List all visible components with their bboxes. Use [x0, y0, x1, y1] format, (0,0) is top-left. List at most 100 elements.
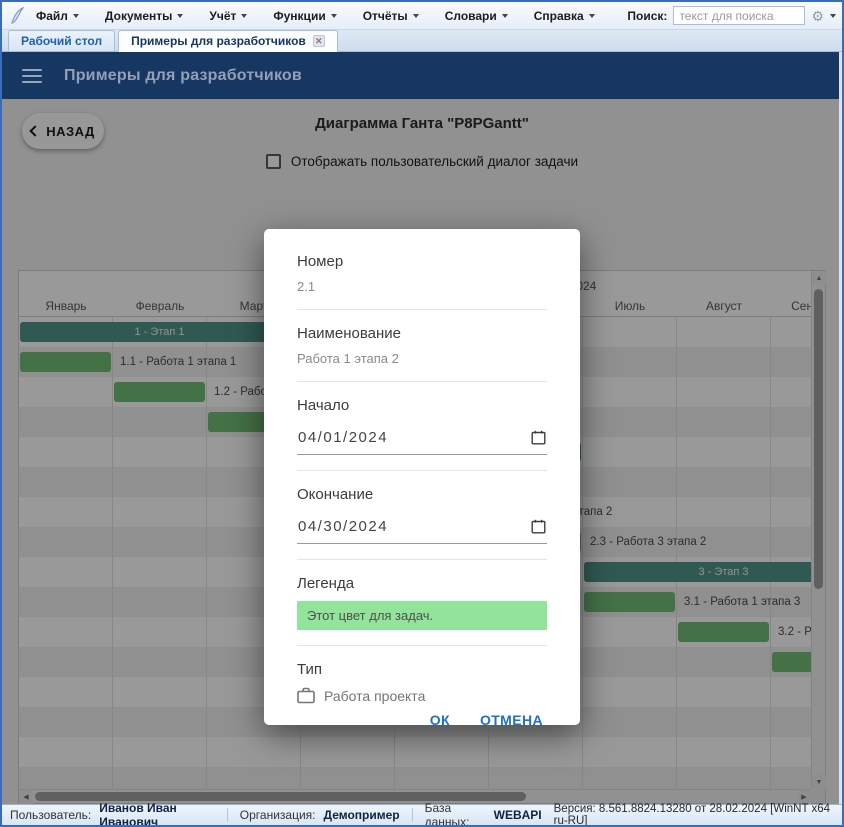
menu-caret-icon — [241, 13, 248, 18]
gantt-vertical-scrollbar[interactable]: ▲ ▼ — [811, 271, 826, 789]
status-user-value: Иванов Иван Иванович — [99, 801, 177, 827]
menu-item-help[interactable]: Справка — [534, 9, 595, 23]
app-header-title: Примеры для разработчиков — [64, 66, 302, 84]
gear-icon[interactable]: ⚙ — [811, 7, 824, 24]
task-dialog: Номер 2.1 Наименование Работа 1 этапа 2 … — [264, 229, 580, 728]
gantt-bar-label: 1.1 - Работа 1 этапа 1 — [120, 356, 237, 368]
tab-bar: Рабочий стол Примеры для разработчиков ✕ — [2, 30, 842, 52]
gantt-month-label: Март — [239, 298, 269, 313]
scroll-right-icon[interactable]: ▶ — [797, 790, 811, 804]
gantt-month-label: Февраль — [135, 298, 185, 313]
gear-dropdown-caret-icon[interactable] — [830, 13, 836, 18]
menu-caret-icon — [588, 13, 595, 18]
gantt-bar-label: 3.1 - Работа 1 этапа 3 — [684, 596, 801, 608]
back-button[interactable]: НАЗАД — [22, 113, 104, 149]
page-content: НАЗАД Диаграмма Ганта "P8PGantt" Отображ… — [2, 99, 842, 804]
task-type-value: Работа проекта — [324, 687, 426, 704]
scrollbar-corner — [811, 789, 825, 803]
tab-dev-examples[interactable]: Примеры для разработчиков ✕ — [118, 30, 338, 52]
ok-button[interactable]: ОК — [429, 712, 450, 728]
task-type-row: Работа проекта — [297, 687, 547, 704]
field-label-legend: Легенда — [297, 575, 355, 592]
gantt-bar-stage[interactable]: 3 - Этап 3 — [584, 562, 811, 582]
gantt-month-label: Январь — [45, 298, 87, 313]
menu-bar: Файл Документы Учёт Функции Отчёты Словари Спр… — [2, 2, 842, 30]
field-label-end: Окончание — [297, 486, 374, 503]
dialog-buttons: ОК ОТМЕНА — [297, 704, 547, 738]
menu-caret-icon — [72, 13, 79, 18]
gantt-bar-stage[interactable]: 1 - Этап 1 — [20, 322, 299, 342]
calendar-icon[interactable] — [531, 519, 546, 534]
custom-dialog-checkbox[interactable] — [265, 154, 281, 169]
web-area: Примеры для разработчиков НАЗАД Диаграмм… — [2, 52, 842, 804]
tab-desktop[interactable]: Рабочий стол — [8, 30, 116, 51]
status-org-value: Демопример — [323, 808, 400, 822]
menu-item-dictionaries[interactable]: Словари — [445, 9, 508, 23]
field-label-start: Начало — [297, 397, 350, 414]
scroll-up-icon[interactable]: ▲ — [812, 271, 826, 285]
status-db-label: База данных: — [424, 801, 470, 827]
search-area: Поиск: ⚙ — [627, 6, 842, 25]
back-button-label: НАЗАД — [46, 123, 95, 139]
gantt-bar-label: 3.2 - Работа 2 этапа 3 — [778, 626, 811, 638]
app-header: Примеры для разработчиков — [2, 52, 842, 99]
vertical-scroll-thumb[interactable] — [814, 289, 823, 589]
field-label-number: Номер — [297, 253, 344, 270]
search-input[interactable] — [673, 6, 806, 25]
hamburger-menu-icon[interactable] — [22, 68, 42, 83]
field-value-number: 2.1 — [297, 279, 316, 294]
scroll-left-icon[interactable]: ◀ — [19, 790, 33, 804]
gantt-month-label: Июль — [614, 298, 646, 313]
horizontal-scroll-thumb[interactable] — [35, 792, 527, 801]
field-label-name: Наименование — [297, 325, 401, 342]
menu-item-accounting[interactable]: Учёт — [209, 9, 248, 23]
gantt-month-label: Август — [705, 298, 743, 313]
field-value-name: Работа 1 этапа 2 — [297, 351, 399, 366]
gantt-month-label: Сентябрь — [791, 298, 811, 313]
menu-item-documents[interactable]: Документы — [105, 9, 184, 23]
scroll-down-icon[interactable]: ▼ — [812, 775, 826, 789]
page-title: Диаграмма Ганта "P8PGantt" — [315, 115, 529, 132]
calendar-icon[interactable] — [531, 430, 546, 445]
menu-item-file[interactable]: Файл — [36, 9, 79, 23]
custom-dialog-checkbox-label: Отображать пользовательский диалог задач… — [290, 154, 579, 169]
menu-caret-icon — [501, 13, 508, 18]
status-user: Пользователь: Иванов Иван Иванович — [2, 801, 228, 825]
gantt-bar-task[interactable] — [678, 622, 769, 642]
status-db: База данных: WEBAPI — [413, 801, 554, 825]
app-logo-icon — [11, 6, 24, 24]
status-user-label: Пользователь: — [10, 808, 92, 822]
tab-label: Примеры для разработчиков — [131, 34, 306, 48]
menu-caret-icon — [177, 13, 184, 18]
status-org-label: Организация: — [239, 808, 316, 822]
tab-label: Рабочий стол — [21, 34, 103, 48]
cancel-button[interactable]: ОТМЕНА — [479, 712, 543, 728]
window-edge — [839, 52, 842, 804]
end-date-input[interactable]: 04/30/2024 — [297, 512, 547, 544]
end-date-value: 04/30/2024 — [298, 518, 389, 535]
start-date-value: 04/01/2024 — [298, 429, 389, 446]
legend-swatch: Этот цвет для задач. — [297, 601, 547, 630]
tab-close-icon[interactable]: ✕ — [312, 35, 325, 47]
gantt-bar-task[interactable] — [584, 592, 675, 612]
search-label: Поиск: — [627, 8, 668, 23]
menu-item-reports[interactable]: Отчёты — [363, 9, 419, 23]
status-version: Версия: 8.561.8824.13280 от 28.02.2024 [… — [553, 803, 831, 827]
gantt-bar-task[interactable] — [114, 382, 205, 402]
status-db-value: WEBAPI — [493, 808, 542, 822]
field-label-type: Тип — [297, 661, 323, 678]
custom-dialog-checkbox-row: Отображать пользовательский диалог задач… — [2, 154, 842, 169]
start-date-input[interactable]: 04/01/2024 — [297, 423, 547, 455]
status-bar: Пользователь: Иванов Иван Иванович Орган… — [2, 801, 842, 827]
gantt-horizontal-scrollbar[interactable]: ◀ ▶ — [19, 789, 811, 804]
gantt-bar-task[interactable] — [772, 652, 811, 672]
gantt-bar-task[interactable] — [20, 352, 111, 372]
menu-item-functions[interactable]: Функции — [273, 9, 337, 23]
briefcase-icon — [297, 687, 315, 704]
menu-items: Файл Документы Учёт Функции Отчёты Словари Спр… — [36, 9, 595, 23]
menu-caret-icon — [412, 13, 419, 18]
menu-caret-icon — [330, 13, 337, 18]
status-org: Организация: Демопример — [228, 808, 413, 822]
gantt-bar-label: 2.3 - Работа 3 этапа 2 — [590, 536, 707, 548]
